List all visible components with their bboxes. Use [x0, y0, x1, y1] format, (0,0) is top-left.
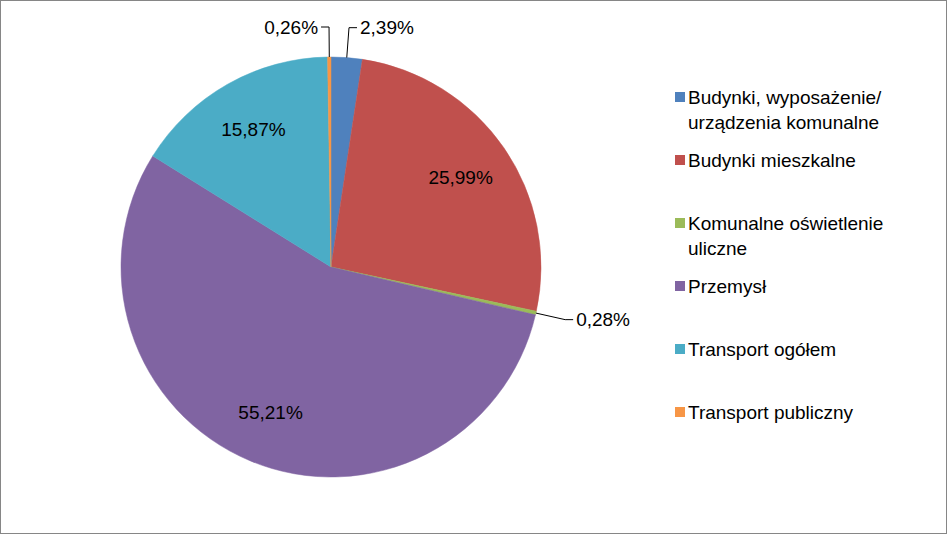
legend-label-line: Komunalne oświetlenie — [688, 213, 883, 234]
legend-swatch — [675, 155, 685, 165]
legend-label: Budynki mieszkalne — [688, 150, 856, 171]
data-labels: 2,39% 25,99% 0,28% 55,21% 15,87% 0,26% — [221, 17, 630, 423]
leader-line — [321, 27, 329, 28]
leader-line — [565, 319, 573, 320]
legend-label: Budynki, wyposażenie/urządzenia komunaln… — [688, 87, 882, 133]
legend-swatch — [675, 281, 685, 291]
legend-label-line: Budynki, wyposażenie/ — [688, 87, 882, 108]
leader-line — [347, 28, 349, 58]
data-label: 25,99% — [428, 167, 493, 188]
legend-label-line: Transport ogółem — [688, 339, 836, 360]
legend-swatch — [675, 407, 685, 417]
legend-label: Transport ogółem — [688, 339, 836, 360]
legend-label: Transport publiczny — [688, 402, 854, 423]
legend-swatch — [675, 92, 685, 102]
pie-slice — [331, 59, 541, 311]
legend-label: Przemysł — [688, 276, 767, 297]
data-label: 15,87% — [221, 119, 286, 140]
legend-swatch — [675, 344, 685, 354]
legend-label-line: Przemysł — [688, 276, 767, 297]
legend-label-line: Budynki mieszkalne — [688, 150, 856, 171]
chart-svg: 2,39% 25,99% 0,28% 55,21% 15,87% 0,26% Budynki… — [0, 0, 947, 534]
pie-slice — [153, 57, 331, 267]
legend-swatch — [675, 218, 685, 228]
data-label: 0,26% — [264, 17, 318, 38]
data-label: 2,39% — [360, 17, 414, 38]
legend: Budynki, wyposażenie/urządzenia komunaln… — [675, 87, 883, 423]
slices — [121, 57, 541, 477]
legend-label-line: Transport publiczny — [688, 402, 854, 423]
leader-line — [329, 27, 330, 57]
legend-label-line: uliczne — [688, 238, 747, 259]
pie-slice — [328, 57, 331, 267]
legend-label-line: urządzenia komunalne — [688, 112, 879, 133]
leader-line — [349, 27, 357, 28]
legend-label: Komunalne oświetlenie uliczne — [688, 213, 883, 259]
chart-container: 2,39% 25,99% 0,28% 55,21% 15,87% 0,26% Budynki… — [0, 0, 947, 534]
data-label: 0,28% — [576, 309, 630, 330]
chart-frame — [1, 1, 947, 534]
data-label: 55,21% — [238, 402, 303, 423]
leader-line — [536, 313, 565, 320]
